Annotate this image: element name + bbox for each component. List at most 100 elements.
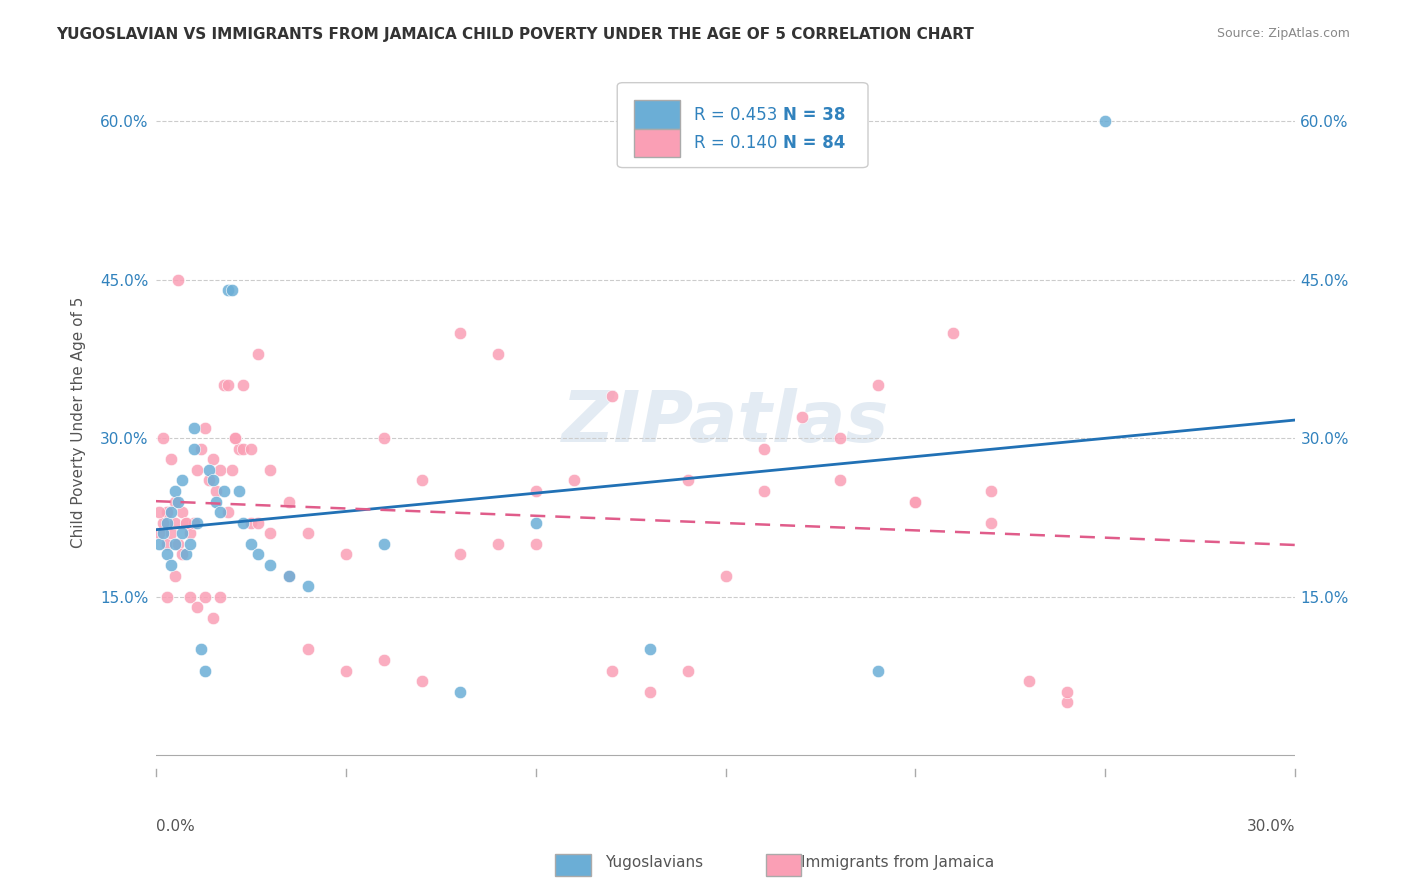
Point bbox=[179, 590, 201, 604]
Point bbox=[156, 505, 179, 519]
Point bbox=[194, 420, 217, 434]
Point bbox=[449, 326, 471, 340]
Point bbox=[205, 483, 228, 498]
Point bbox=[183, 420, 205, 434]
Point bbox=[194, 664, 217, 678]
Point bbox=[600, 389, 623, 403]
Point bbox=[163, 568, 186, 582]
Point bbox=[676, 664, 699, 678]
Text: Immigrants from Jamaica: Immigrants from Jamaica bbox=[801, 855, 994, 870]
Point bbox=[183, 516, 205, 530]
Point bbox=[209, 505, 232, 519]
Point bbox=[217, 505, 239, 519]
Point bbox=[411, 474, 433, 488]
Point bbox=[486, 537, 509, 551]
Point bbox=[524, 483, 547, 498]
Point bbox=[212, 378, 235, 392]
Point bbox=[600, 664, 623, 678]
Point bbox=[163, 537, 186, 551]
Text: Source: ZipAtlas.com: Source: ZipAtlas.com bbox=[1216, 27, 1350, 40]
Point bbox=[259, 463, 281, 477]
Point bbox=[247, 548, 270, 562]
Point bbox=[247, 347, 270, 361]
Point bbox=[174, 516, 197, 530]
Point bbox=[156, 537, 179, 551]
Point bbox=[335, 548, 357, 562]
Text: R = 0.453: R = 0.453 bbox=[693, 105, 778, 123]
Point bbox=[186, 463, 208, 477]
FancyBboxPatch shape bbox=[634, 101, 681, 128]
Point bbox=[1018, 674, 1040, 689]
Point bbox=[449, 684, 471, 698]
Point bbox=[297, 642, 319, 657]
Point bbox=[148, 537, 170, 551]
Point bbox=[239, 516, 262, 530]
Point bbox=[373, 653, 395, 667]
Point bbox=[179, 537, 201, 551]
Point bbox=[174, 516, 197, 530]
Point bbox=[186, 600, 208, 615]
Point bbox=[980, 483, 1002, 498]
Point bbox=[752, 442, 775, 456]
Point bbox=[373, 537, 395, 551]
Point bbox=[277, 568, 299, 582]
Text: 30.0%: 30.0% bbox=[1247, 819, 1295, 834]
Point bbox=[197, 474, 219, 488]
Point bbox=[201, 611, 224, 625]
Point bbox=[190, 642, 212, 657]
Point bbox=[866, 378, 889, 392]
Point bbox=[486, 347, 509, 361]
Text: R = 0.140: R = 0.140 bbox=[693, 134, 778, 152]
Point bbox=[159, 452, 181, 467]
Point bbox=[904, 494, 927, 508]
Point bbox=[148, 505, 170, 519]
Point bbox=[790, 410, 813, 425]
Text: YUGOSLAVIAN VS IMMIGRANTS FROM JAMAICA CHILD POVERTY UNDER THE AGE OF 5 CORRELAT: YUGOSLAVIAN VS IMMIGRANTS FROM JAMAICA C… bbox=[56, 27, 974, 42]
Point bbox=[1056, 695, 1078, 709]
Point bbox=[752, 483, 775, 498]
Point bbox=[190, 442, 212, 456]
Point bbox=[172, 474, 194, 488]
Text: N = 38: N = 38 bbox=[783, 105, 845, 123]
Point bbox=[174, 548, 197, 562]
Point bbox=[167, 537, 190, 551]
Y-axis label: Child Poverty Under the Age of 5: Child Poverty Under the Age of 5 bbox=[72, 297, 86, 548]
Point bbox=[197, 463, 219, 477]
Point bbox=[159, 526, 181, 541]
Point bbox=[163, 494, 186, 508]
Text: 0.0%: 0.0% bbox=[156, 819, 194, 834]
Point bbox=[228, 442, 250, 456]
Point bbox=[524, 537, 547, 551]
Point bbox=[148, 526, 170, 541]
Point bbox=[205, 494, 228, 508]
Point bbox=[152, 526, 174, 541]
Point bbox=[217, 378, 239, 392]
Point bbox=[942, 326, 965, 340]
Point bbox=[156, 548, 179, 562]
Point bbox=[179, 526, 201, 541]
Point bbox=[221, 283, 243, 297]
Point bbox=[186, 516, 208, 530]
Point bbox=[239, 442, 262, 456]
Text: N = 84: N = 84 bbox=[783, 134, 845, 152]
Point bbox=[277, 568, 299, 582]
Point bbox=[212, 483, 235, 498]
Point bbox=[247, 516, 270, 530]
Point bbox=[411, 674, 433, 689]
Point bbox=[239, 537, 262, 551]
FancyBboxPatch shape bbox=[617, 83, 868, 168]
Point bbox=[159, 558, 181, 572]
Text: Yugoslavians: Yugoslavians bbox=[605, 855, 703, 870]
Point bbox=[232, 516, 254, 530]
Point bbox=[232, 442, 254, 456]
Point bbox=[297, 579, 319, 593]
Point bbox=[866, 664, 889, 678]
Point bbox=[980, 516, 1002, 530]
Point bbox=[232, 378, 254, 392]
Point bbox=[277, 494, 299, 508]
Point bbox=[373, 431, 395, 445]
Point bbox=[167, 273, 190, 287]
Point bbox=[1056, 684, 1078, 698]
Point bbox=[1094, 114, 1116, 128]
Point bbox=[209, 463, 232, 477]
